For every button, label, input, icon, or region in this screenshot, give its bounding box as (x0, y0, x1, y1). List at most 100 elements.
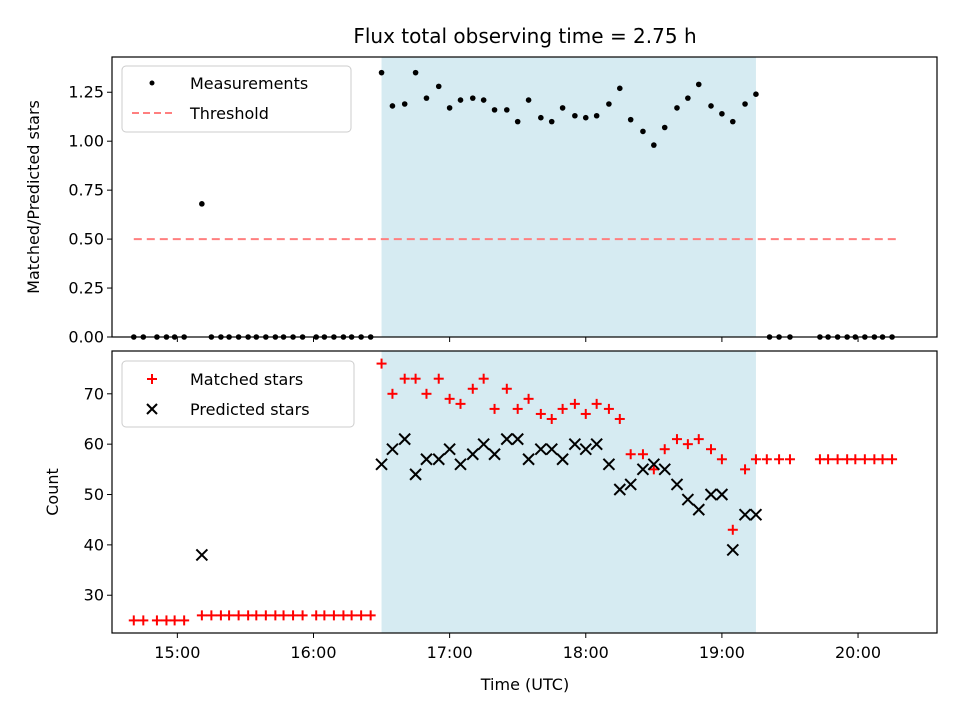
measurements-point (548, 118, 555, 125)
predicted-stars-point (738, 508, 752, 521)
measurements-point (480, 97, 487, 103)
x-tick-label: 16:00 (290, 643, 336, 662)
matched-stars-point (706, 444, 717, 455)
top-legend: Measurements Threshold (121, 65, 352, 133)
matched-stars-point (512, 403, 523, 414)
measurements-point (640, 128, 646, 135)
legend-marker-predicted-stars (146, 403, 158, 415)
matched-stars-point (151, 615, 162, 626)
top-axes-frame (111, 56, 938, 338)
matched-stars-point (569, 398, 580, 409)
matched-stars-point (716, 454, 727, 465)
matched-stars-point (478, 373, 489, 384)
predicted-stars-point (443, 442, 456, 456)
measurements-point (708, 103, 714, 109)
x-tick-label: 17:00 (427, 643, 473, 662)
measurements-point (742, 101, 748, 107)
matched-stars-point (319, 610, 330, 621)
matched-stars-point (580, 408, 591, 419)
matched-stars-point (251, 610, 262, 621)
bottom-y-tick-label: 60 (84, 435, 104, 454)
matched-stars-point (387, 388, 398, 399)
matched-stars-point (591, 398, 602, 409)
predicted-stars-point (613, 483, 627, 496)
predicted-stars-point (590, 437, 603, 451)
matched-stars-point (535, 408, 546, 419)
predicted-stars-point (398, 432, 411, 446)
predicted-stars-point (681, 493, 695, 506)
predicted-stars-point (647, 458, 661, 471)
measurements-point (435, 83, 442, 90)
matched-stars-point (523, 393, 534, 404)
measurements-point (729, 118, 736, 125)
matched-stars-point (399, 373, 410, 384)
predicted-stars-point (375, 458, 388, 471)
matched-stars-point (288, 610, 299, 621)
legend-label-matched-stars: Matched stars (190, 370, 303, 389)
bottom-y-tick-label: 50 (84, 485, 104, 504)
matched-stars-point (877, 454, 888, 465)
bottom-axes-frame (111, 350, 938, 634)
matched-stars-point (169, 615, 180, 626)
matched-stars-point (740, 464, 751, 475)
predicted-stars-point (658, 463, 671, 476)
matched-stars-point (365, 610, 376, 621)
matched-stars-point (489, 403, 500, 414)
matched-stars-point (546, 413, 557, 424)
measurements-point (593, 112, 600, 119)
measurements-point (753, 91, 759, 98)
measurements-point (412, 69, 419, 76)
legend-label-measurements: Measurements (190, 74, 308, 93)
x-axis-label: Time (UTC) (480, 675, 569, 694)
top-y-tick-label: 0.50 (68, 230, 104, 249)
matched-stars-point (625, 449, 636, 460)
x-tick-label: 18:00 (563, 643, 609, 662)
measurements-point (661, 124, 668, 131)
matched-stars-point (832, 454, 843, 465)
measurements-point (491, 107, 498, 113)
measurements-point (572, 112, 578, 119)
matched-stars-point (693, 434, 704, 445)
matched-stars-point (603, 403, 614, 414)
matched-stars-point (278, 610, 289, 621)
matched-stars-point (433, 373, 444, 384)
bottom-y-tick-label: 70 (84, 384, 104, 403)
bottom-panel: 30 40 50 60 70 15:00 16:00 17:00 18:00 19:00 20:0… (43, 350, 938, 694)
predicted-stars-point (500, 432, 514, 446)
matched-stars-point (671, 434, 682, 445)
predicted-stars-point (195, 548, 209, 562)
measurements-point (199, 201, 205, 207)
measurements-point (616, 85, 623, 92)
bottom-data-points (128, 358, 898, 626)
measurements-point (401, 101, 408, 107)
matched-stars-point (410, 373, 421, 384)
matched-stars-point (887, 454, 898, 465)
matched-stars-point (421, 388, 432, 399)
top-y-tick-label: 1.25 (68, 83, 104, 102)
top-y-tick-label: 1.00 (68, 132, 104, 151)
measurements-point (651, 142, 657, 148)
measurements-point (685, 95, 691, 101)
matched-stars-point (224, 610, 235, 621)
matched-stars-point (328, 610, 339, 621)
predicted-stars-point (749, 508, 763, 521)
legend-label-threshold: Threshold (189, 104, 269, 123)
measurements-point (695, 81, 702, 88)
matched-stars-point (557, 403, 568, 414)
measurements-point (504, 107, 510, 113)
matched-stars-point (179, 615, 190, 626)
measurements-point (674, 105, 680, 111)
matched-stars-point (648, 464, 659, 475)
measurements-point (423, 95, 430, 101)
predicted-stars-point (432, 453, 445, 466)
predicted-stars-point (704, 488, 718, 501)
predicted-stars-point (556, 453, 569, 466)
matched-stars-point (467, 383, 478, 394)
bottom-y-axis-label: Count (43, 468, 62, 516)
top-panel: 0.00 0.25 0.50 0.75 1.00 1.25 Matched/Predict… (24, 56, 938, 347)
bottom-y-tick-label: 30 (84, 586, 104, 605)
matched-stars-point (850, 454, 861, 465)
measurements-point (582, 114, 589, 121)
predicted-stars-point (488, 448, 501, 461)
